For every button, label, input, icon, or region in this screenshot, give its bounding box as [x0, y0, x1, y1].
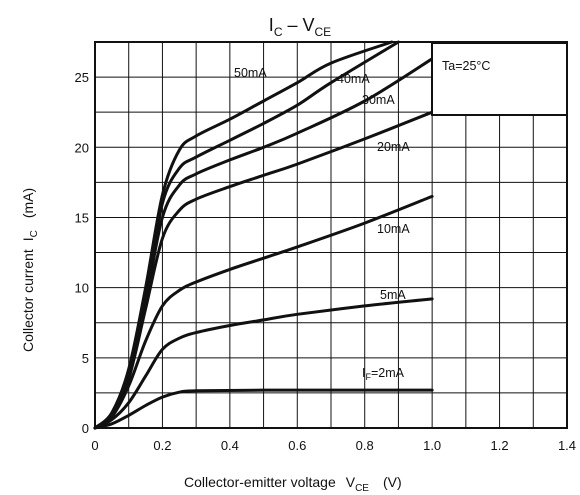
- x-tick-label: 0.8: [356, 438, 374, 453]
- y-axis-label: Collector currentIC(mA): [20, 188, 40, 352]
- annotation-box: [431, 42, 568, 116]
- x-tick-label: 0.2: [153, 438, 171, 453]
- series-label-20mA: 20mA: [377, 140, 410, 154]
- series-curves: [93, 40, 434, 430]
- y-tick-label: 5: [82, 351, 89, 366]
- annotation-text: Ta=25°C: [442, 59, 490, 73]
- y-tick-labels: 0 5 10 15 20 25: [75, 70, 89, 436]
- x-tick-labels: 0 0.2 0.4 0.6 0.8 1.0 1.2 1.4: [91, 438, 576, 453]
- x-tick-label: 0.4: [221, 438, 239, 453]
- series-line-10mA: [93, 194, 434, 430]
- series-label-10mA: 10mA: [377, 222, 410, 236]
- x-tick-label: 0: [91, 438, 98, 453]
- y-tick-label: 0: [82, 421, 89, 436]
- y-tick-label: 10: [75, 281, 89, 296]
- series-label-40mA: 40mA: [337, 72, 370, 86]
- x-tick-label: 1.0: [423, 438, 441, 453]
- series-line-50mA: [93, 40, 394, 430]
- series-labels: IF=2mA 5mA 10mA 20mA 30mA 40mA 50mA: [234, 66, 410, 382]
- series-label-50mA: 50mA: [234, 66, 267, 80]
- series-line-40mA: [93, 40, 400, 430]
- x-tick-label: 1.2: [491, 438, 509, 453]
- series-line-2mA: [93, 388, 434, 430]
- y-tick-label: 15: [75, 210, 89, 225]
- x-axis-label: Collector-emitter voltage VCE (V): [184, 474, 402, 494]
- plot-frame: [94, 41, 568, 429]
- series-label-30mA: 30mA: [362, 93, 395, 107]
- y-tick-label: 20: [75, 140, 89, 155]
- chart-title: IC – VCE: [269, 15, 331, 39]
- series-label-2mA: IF=2mA: [362, 366, 405, 382]
- y-tick-label: 25: [75, 70, 89, 85]
- x-tick-label: 0.6: [288, 438, 306, 453]
- x-tick-label: 1.4: [558, 438, 576, 453]
- series-line-5mA: [93, 297, 434, 430]
- series-label-5mA: 5mA: [380, 288, 406, 302]
